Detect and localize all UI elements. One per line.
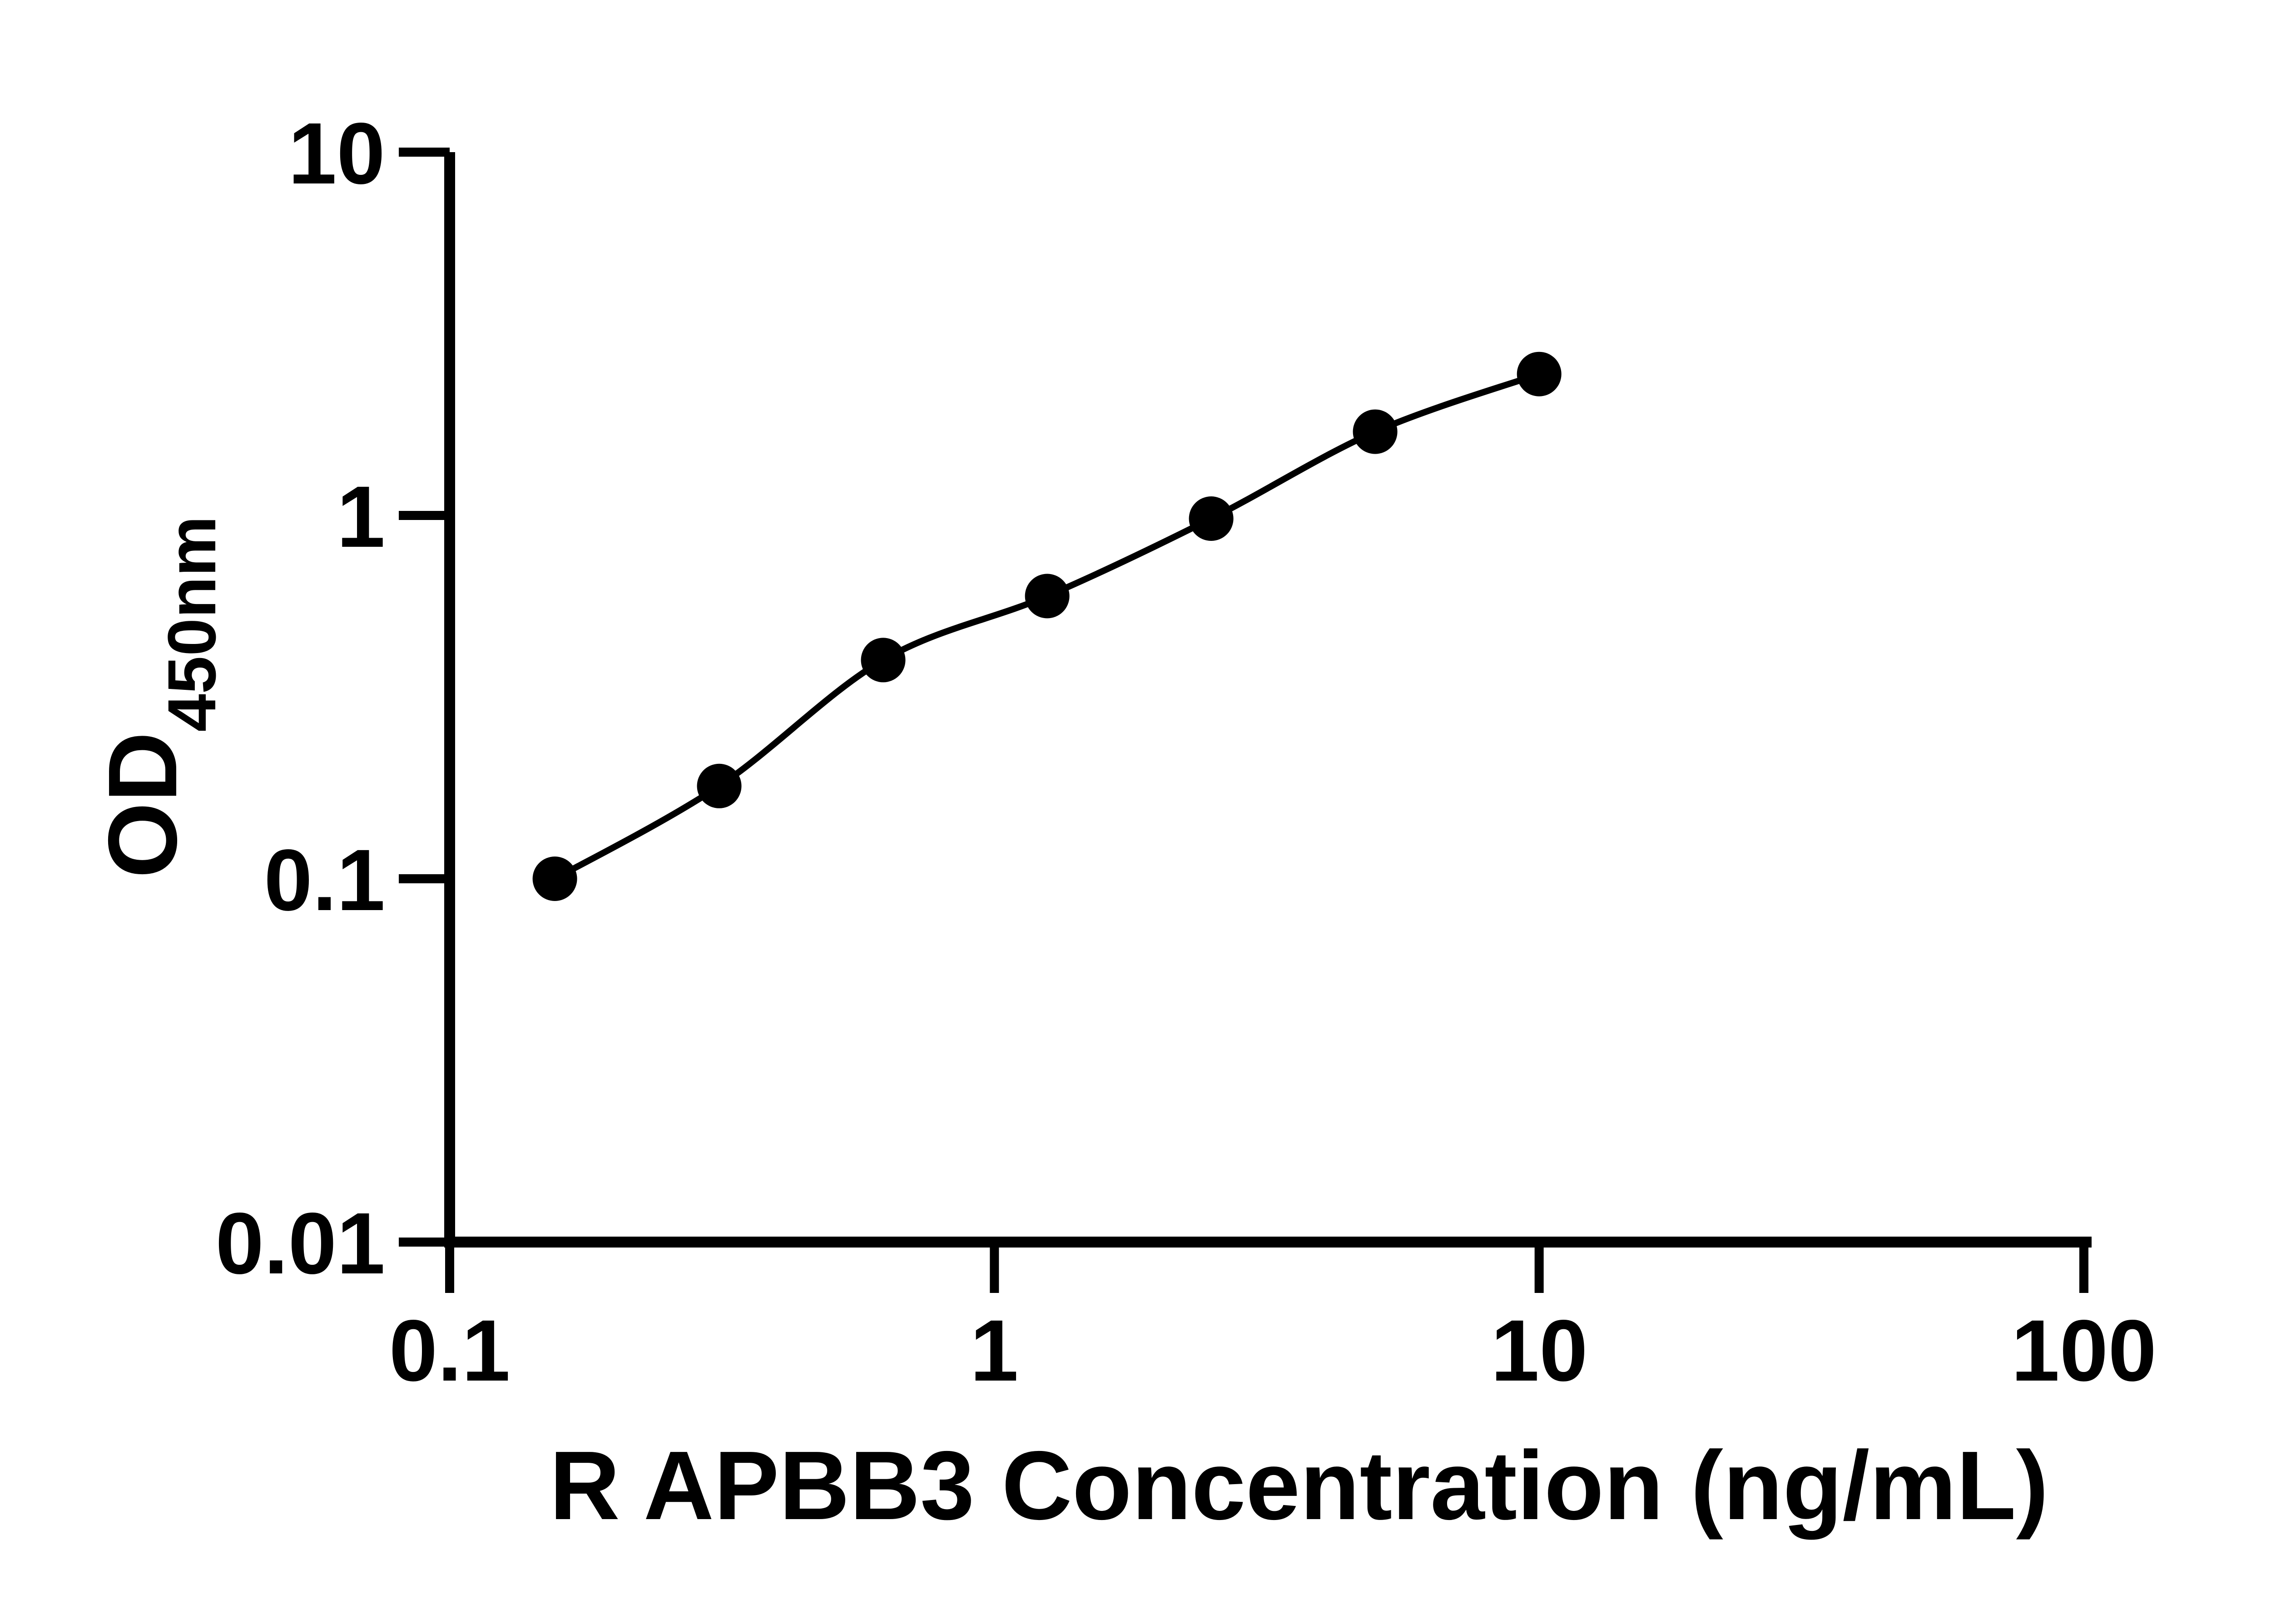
x-axis-title: R APBB3 Concentration (ng/mL) — [550, 1431, 2049, 1540]
fitted-curve-line — [553, 371, 1541, 882]
x-tick-label-1: 1 — [970, 1302, 1019, 1399]
x-axis-ticks — [445, 1242, 2088, 1293]
data-point-marker — [1353, 409, 1398, 454]
data-point-marker — [532, 857, 577, 901]
x-tick-label-100: 100 — [2011, 1302, 2157, 1399]
data-point-marker — [861, 638, 906, 683]
y-axis-title-main: OD — [88, 732, 197, 878]
data-point-marker — [1517, 352, 1562, 396]
y-axis-tick-labels: 10 1 0.1 0.01 — [215, 104, 385, 1292]
x-axis-tick-labels: 0.1 1 10 100 — [389, 1302, 2157, 1399]
data-point-marker — [697, 763, 742, 808]
y-tick-label-10: 10 — [288, 104, 385, 202]
data-points — [532, 352, 1562, 901]
y-tick-label-0.01: 0.01 — [215, 1194, 385, 1292]
y-axis-title: OD450nm — [88, 516, 230, 878]
x-tick-label-0.1: 0.1 — [389, 1302, 511, 1399]
data-point-marker — [1189, 496, 1234, 541]
y-tick-label-0.1: 0.1 — [264, 831, 385, 929]
y-axis-ticks — [399, 148, 450, 1247]
x-tick-label-10: 10 — [1491, 1302, 1588, 1399]
data-point-marker — [1025, 574, 1070, 619]
y-tick-label-1: 1 — [337, 468, 385, 565]
axes — [444, 152, 2092, 1248]
y-axis-title-subscript: 450nm — [154, 516, 230, 732]
